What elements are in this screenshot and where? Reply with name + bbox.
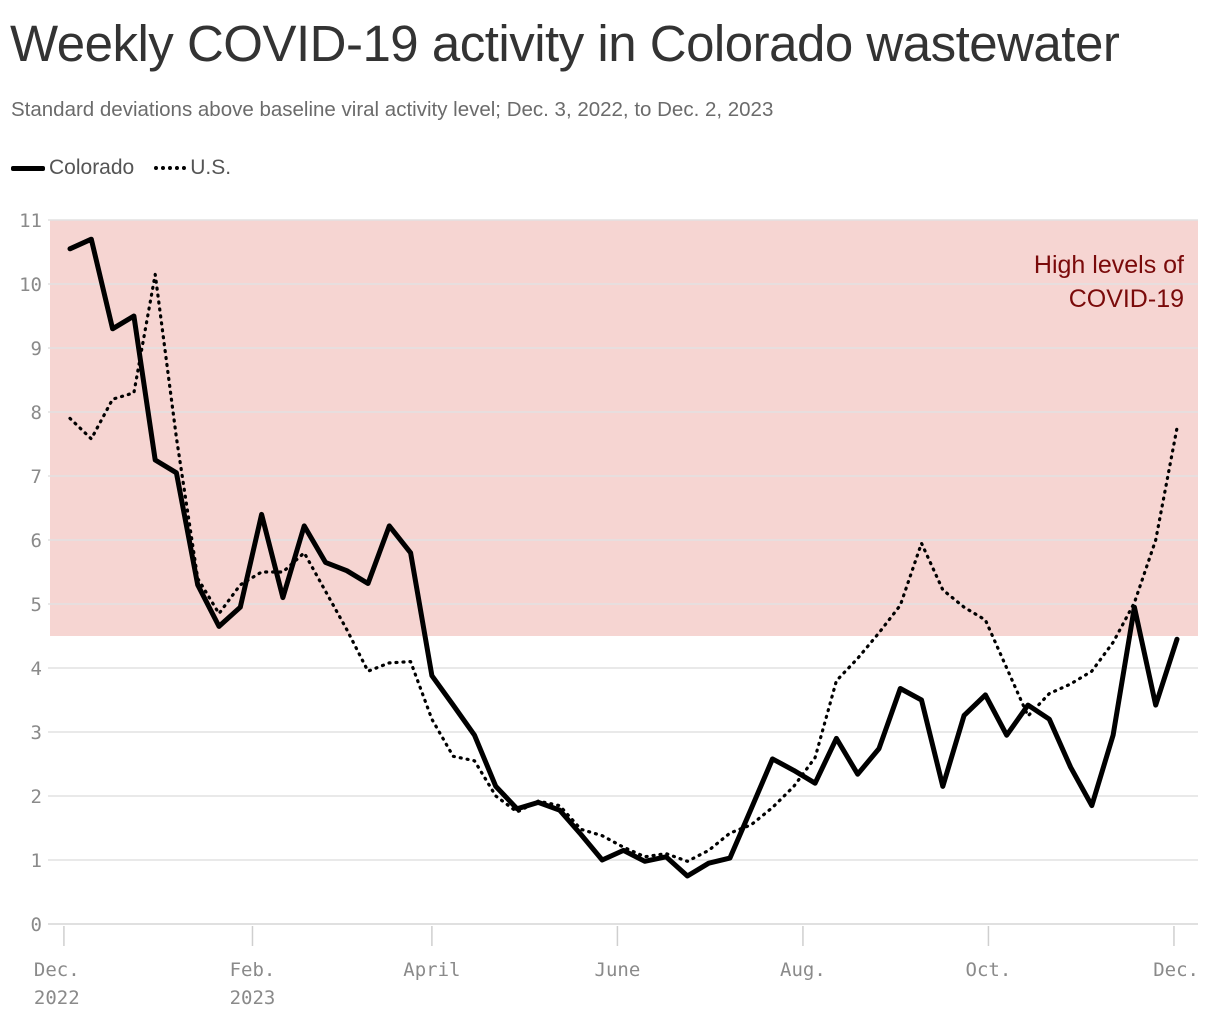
legend-label-us: U.S. bbox=[190, 156, 232, 179]
x-tick-label: Oct. bbox=[966, 959, 1012, 981]
legend: Colorado U.S. bbox=[11, 156, 251, 180]
y-tick-label: 6 bbox=[31, 530, 42, 552]
y-tick-label: 0 bbox=[31, 914, 42, 936]
x-tick-label-year: 2023 bbox=[230, 987, 276, 1009]
y-axis: 0 1 2 3 4 5 6 7 8 9 10 11 bbox=[19, 210, 42, 936]
legend-swatch-solid bbox=[11, 165, 45, 171]
y-tick-label: 10 bbox=[19, 274, 42, 296]
x-tick-label: June bbox=[595, 959, 641, 981]
y-tick-label: 9 bbox=[31, 338, 42, 360]
chart-title: Weekly COVID-19 activity in Colorado was… bbox=[10, 15, 1120, 72]
y-tick-label: 7 bbox=[31, 466, 42, 488]
x-tick-label: Aug. bbox=[780, 959, 826, 981]
legend-label-colorado: Colorado bbox=[49, 156, 135, 179]
x-tick-label-year: 2022 bbox=[34, 987, 80, 1009]
y-tick-label: 1 bbox=[31, 850, 42, 872]
legend-item-colorado: Colorado bbox=[11, 156, 134, 180]
legend-item-us: U.S. bbox=[154, 156, 231, 180]
y-tick-label: 3 bbox=[31, 722, 42, 744]
y-tick-label: 8 bbox=[31, 402, 42, 424]
band-label-line-2: COVID-19 bbox=[1069, 285, 1184, 313]
y-tick-label: 4 bbox=[31, 658, 42, 680]
high-level-band bbox=[50, 220, 1198, 636]
x-tick-label: Feb. bbox=[230, 959, 276, 981]
y-tick-label: 11 bbox=[19, 210, 42, 232]
series-line-colorado bbox=[67, 236, 1180, 879]
line-chart: 0 1 2 3 4 5 6 7 8 9 10 11 Dec. 2022 Feb. 2023 April June… bbox=[19, 210, 1199, 1009]
legend-swatch-dotted bbox=[154, 166, 187, 170]
x-tick-label: Dec. bbox=[34, 959, 80, 981]
x-tick-label: April bbox=[403, 959, 460, 981]
x-tick-label: Dec. bbox=[1153, 959, 1199, 981]
series-lines bbox=[67, 236, 1180, 879]
y-tick-label: 5 bbox=[31, 594, 42, 616]
series-line-us bbox=[68, 272, 1179, 863]
chart-subtitle: Standard deviations above baseline viral… bbox=[11, 98, 774, 121]
band-label-line-1: High levels of bbox=[1034, 251, 1184, 279]
y-tick-label: 2 bbox=[31, 786, 42, 808]
x-axis: Dec. 2022 Feb. 2023 April June Aug. Oct. Dec. bbox=[34, 926, 1199, 1009]
